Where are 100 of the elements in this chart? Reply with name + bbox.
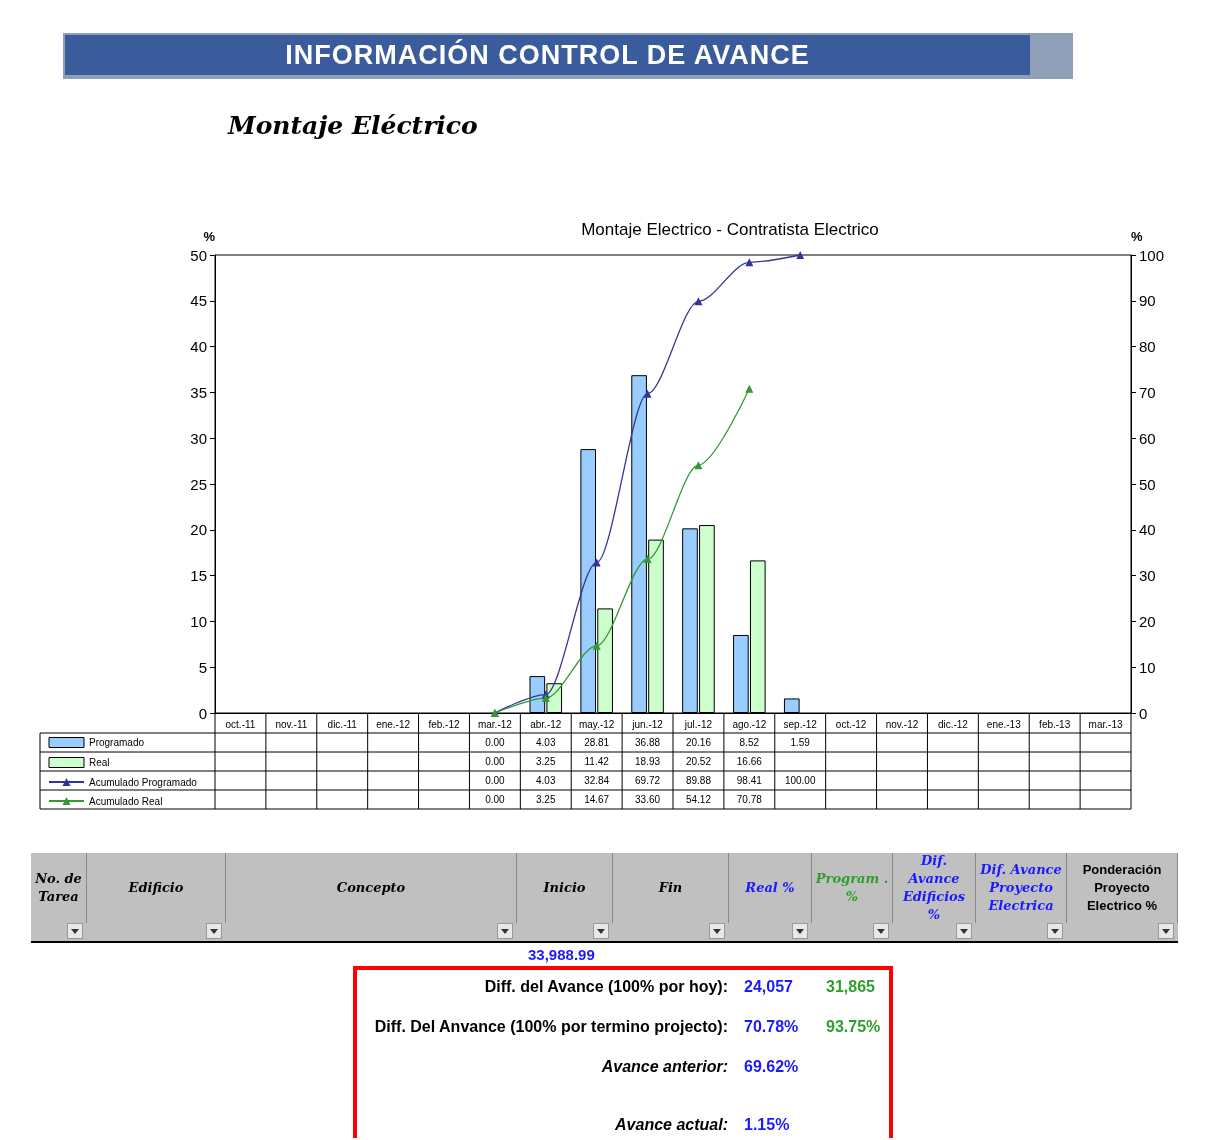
data-label: 16.66 <box>735 755 763 769</box>
data-label: 11.42 <box>583 755 610 769</box>
data-label: 20.16 <box>684 736 712 750</box>
data-label: 4.03 <box>535 736 557 750</box>
y-tick-label: 45 <box>190 292 207 310</box>
x-tick-label: mar.-13 <box>1088 718 1123 730</box>
data-label: 69.72 <box>634 774 662 788</box>
data-label: 0.00 <box>484 793 506 807</box>
text: 1.15% <box>744 1116 790 1134</box>
x-tick-label: dic.-11 <box>327 718 358 730</box>
text: Dif. Avance Edificios % <box>893 853 976 923</box>
text: Avance anterior: <box>601 1058 728 1076</box>
y-axis-title: % <box>203 229 216 244</box>
x-tick-label: nov.-11 <box>275 718 308 730</box>
data-label: 8.52 <box>738 736 761 750</box>
x-tick-label: ene.-13 <box>986 718 1022 730</box>
data-label: 18.93 <box>634 755 662 769</box>
data-label: 0.00 <box>484 774 506 788</box>
x-tick-label: sep.-12 <box>783 718 818 730</box>
text: Montaje Electrico - Contratista Electrico <box>581 220 879 239</box>
y2-axis-title: % <box>1131 229 1143 244</box>
legend-label: Acumulado Programado <box>89 776 198 788</box>
point <box>643 555 652 564</box>
y2-tick-label: 50 <box>1139 475 1156 493</box>
y-tick-label: 20 <box>190 521 207 539</box>
y-tick-label: 15 <box>190 567 207 585</box>
data-label: 3.25 <box>535 793 557 807</box>
x-tick-label: feb.-12 <box>428 718 460 730</box>
point <box>592 558 601 567</box>
text: Inicio <box>517 853 613 923</box>
y-tick-label: 50 <box>190 246 207 264</box>
data-label: 4.03 <box>535 774 557 788</box>
x-tick-label: nov.-12 <box>885 718 919 730</box>
text: Diff. Del Anvance (100% por termino projecto): <box>374 1018 728 1036</box>
data-label: 20.52 <box>684 755 712 769</box>
x-tick-label: abr.-12 <box>530 718 562 730</box>
text: 93.75% <box>826 1018 881 1036</box>
y2-tick-label: 70 <box>1139 383 1156 401</box>
y2-tick-label: 40 <box>1139 521 1156 539</box>
text: Dif. Avance Proyecto Electrica <box>976 853 1067 923</box>
data-label: 98.41 <box>735 774 763 788</box>
text: 31,865 <box>826 978 875 996</box>
text: Real % <box>729 853 812 923</box>
text: 33,988.99 <box>528 946 595 963</box>
text: Edificio <box>87 853 226 923</box>
point <box>694 461 703 470</box>
point <box>694 297 703 306</box>
data-label: 1.59 <box>789 736 811 750</box>
data-label: 0.00 <box>484 755 506 769</box>
x-tick-label: mar.-12 <box>477 718 513 730</box>
data-label: 0.00 <box>484 736 506 750</box>
text: 70.78% <box>744 1018 799 1036</box>
y2-tick-label: 80 <box>1139 338 1156 356</box>
data-label: 33.60 <box>634 793 662 807</box>
text: Avance actual: <box>615 1116 728 1134</box>
text: No. de Tarea <box>31 853 87 923</box>
x-tick-label: ago.-12 <box>732 718 767 730</box>
text: 69.62% <box>744 1058 799 1076</box>
legend-label: Real <box>89 757 110 768</box>
point <box>643 389 652 398</box>
x-tick-label: dic.-12 <box>937 718 969 730</box>
y-tick-label: 35 <box>190 383 207 401</box>
chart-subtitle: Montaje Eléctrico <box>228 111 478 140</box>
y2-tick-label: 10 <box>1139 658 1156 676</box>
x-tick-label: jun.-12 <box>631 718 664 730</box>
y-tick-label: 5 <box>198 658 207 676</box>
data-label: 28.81 <box>583 736 611 750</box>
data-label: 32.84 <box>583 774 611 788</box>
text: Program . % <box>812 853 893 923</box>
legend-label: Acumulado Real <box>89 795 163 807</box>
data-label: 36.88 <box>634 736 662 750</box>
text: 24,057 <box>744 978 793 996</box>
point <box>796 251 805 259</box>
x-tick-label: oct.-12 <box>835 718 867 730</box>
y-tick-label: 40 <box>190 338 207 356</box>
y-tick-label: 25 <box>190 475 207 493</box>
text: Fin <box>613 853 729 923</box>
data-label: 100.00 <box>783 774 817 788</box>
y2-tick-label: 100 <box>1139 246 1165 264</box>
text: Concepto <box>226 853 517 923</box>
text: Ponderación Proyecto Electrico % <box>1067 853 1178 923</box>
x-tick-label: feb.-13 <box>1039 718 1071 730</box>
text: Diff. del Avance (100% por hoy): <box>484 978 728 996</box>
point <box>592 641 601 650</box>
y2-tick-label: 30 <box>1139 567 1156 585</box>
data-label: 89.88 <box>684 774 712 788</box>
y-tick-label: 0 <box>198 704 207 722</box>
data-label: 70.78 <box>735 793 763 807</box>
data-label: 54.12 <box>684 793 712 807</box>
x-tick-label: oct.-11 <box>225 718 256 730</box>
legend-label: Programado <box>89 737 145 748</box>
y2-tick-label: 0 <box>1139 704 1148 722</box>
y-tick-label: 10 <box>190 612 207 630</box>
chart-title: INFORMACIÓN CONTROL DE AVANCE <box>65 35 1030 75</box>
x-tick-label: may.-12 <box>578 718 615 730</box>
point <box>745 384 754 393</box>
y-tick-label: 30 <box>190 429 207 447</box>
x-tick-label: jul.-12 <box>683 718 713 730</box>
y2-tick-label: 60 <box>1139 429 1156 447</box>
data-label: 3.25 <box>535 755 557 769</box>
